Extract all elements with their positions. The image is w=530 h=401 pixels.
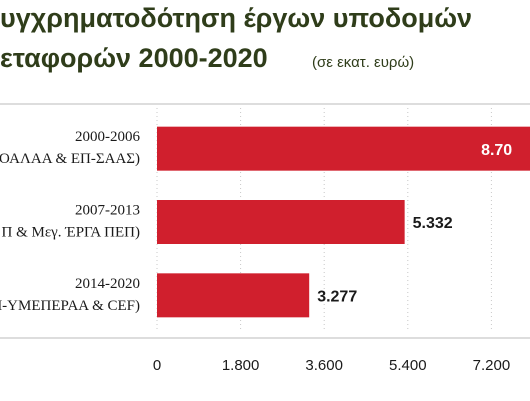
category-label: 2000-2006 (75, 129, 140, 145)
value-label: 8.70 (481, 142, 512, 159)
value-label: 3.277 (317, 289, 357, 306)
chart-title: εταφορών 2000-2020 (0, 43, 268, 73)
category-label: 2014-2020 (75, 276, 140, 292)
x-tick-label: 1.800 (222, 357, 260, 374)
value-label: 5.332 (413, 215, 453, 232)
category-label: Π & Μεγ. ΈΡΓΑ ΠΕΠ) (2, 224, 140, 240)
x-tick-label: 5.400 (389, 357, 427, 374)
x-tick-label: 0 (153, 357, 161, 374)
chart-subtitle: (σε εκατ. ευρώ) (312, 54, 414, 71)
x-tick-label: 7.200 (473, 357, 511, 374)
category-label: 2007-2013 (75, 202, 140, 218)
bar (157, 200, 405, 244)
bar (157, 126, 530, 171)
category-label: -ΟΑΛΑΑ & ΕΠ-ΣΑΑΣ) (0, 151, 140, 167)
chart-title: υγχρηματοδότηση έργων υποδομών (0, 3, 472, 33)
category-label: Π-ΥΜΕΠΕΡΑΑ & CEF) (0, 298, 140, 314)
bar (157, 273, 310, 318)
x-tick-label: 3.600 (305, 357, 343, 374)
